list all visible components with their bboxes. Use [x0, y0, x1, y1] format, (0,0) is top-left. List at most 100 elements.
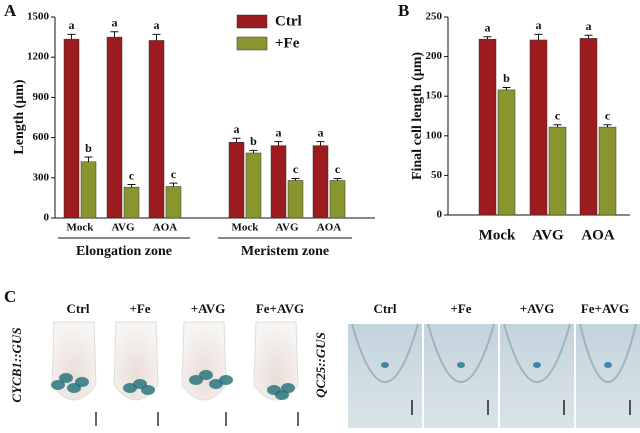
- gus-stain: [457, 362, 465, 368]
- bar: [478, 38, 497, 216]
- significance-letter: a: [234, 122, 240, 136]
- marker-label: QC25::GUS: [313, 332, 328, 398]
- column-label: Fe+AVG: [256, 301, 304, 316]
- error-bar: [584, 34, 593, 39]
- y-tick-label: 50: [431, 169, 443, 181]
- column-label: Ctrl: [66, 301, 89, 316]
- significance-letter: c: [171, 167, 177, 181]
- y-tick-label: 600: [33, 131, 50, 143]
- gus-stain: [189, 375, 203, 385]
- error-bar: [127, 184, 136, 188]
- significance-letter: a: [112, 15, 118, 29]
- panel-label: A: [4, 1, 17, 20]
- root-tip: [579, 323, 637, 383]
- column-label: +Fe: [450, 301, 471, 316]
- bar: [598, 126, 617, 216]
- error-bar: [603, 124, 612, 128]
- significance-letter: c: [555, 108, 561, 122]
- error-bar: [274, 141, 283, 146]
- legend-label: +Fe: [275, 35, 300, 51]
- y-tick-label: 300: [33, 171, 50, 183]
- significance-letter: a: [154, 18, 160, 32]
- legend-swatch: [236, 14, 268, 29]
- bar: [123, 186, 140, 219]
- significance-letter: b: [85, 141, 92, 155]
- bar: [312, 145, 329, 219]
- x-tick-label: Mock: [67, 222, 95, 234]
- x-tick-label: AOA: [153, 222, 178, 234]
- bar: [579, 38, 598, 216]
- error-bar: [67, 33, 76, 40]
- x-tick-label: AOA: [317, 222, 342, 234]
- significance-letter: a: [536, 18, 542, 32]
- error-bar: [553, 124, 562, 128]
- gus-stain: [533, 362, 541, 368]
- y-tick-label: 150: [426, 90, 443, 102]
- column-label: Ctrl: [373, 301, 396, 316]
- y-tick-label: 250: [426, 11, 443, 23]
- root: [253, 321, 299, 401]
- gus-stain: [219, 375, 233, 385]
- bar: [270, 145, 287, 219]
- y-tick-label: 0: [44, 212, 50, 224]
- gus-stain: [604, 362, 612, 368]
- y-axis-label: Length (μm): [12, 79, 27, 155]
- significance-letter: a: [276, 125, 282, 139]
- column-label: Fe+AVG: [581, 301, 629, 316]
- y-tick-label: 900: [33, 91, 50, 103]
- x-tick-label: Mock: [479, 227, 516, 243]
- y-tick-label: 200: [426, 50, 443, 62]
- significance-letter: a: [69, 18, 75, 32]
- error-bar: [152, 33, 161, 41]
- significance-letter: c: [335, 162, 341, 176]
- qc-image: [424, 324, 498, 428]
- gus-stain: [281, 383, 295, 393]
- error-bar: [249, 149, 258, 154]
- significance-letter: b: [250, 134, 257, 148]
- bar: [80, 161, 97, 219]
- y-tick-label: 1500: [27, 11, 50, 23]
- y-tick-label: 1200: [27, 51, 50, 63]
- error-bar: [502, 86, 511, 90]
- y-axis-label: Final cell length (μm): [410, 52, 425, 180]
- bar: [497, 89, 516, 216]
- micrographs: [51, 321, 640, 428]
- significance-letter: c: [293, 162, 299, 176]
- bar: [148, 40, 165, 219]
- bar: [245, 152, 262, 219]
- bar: [63, 38, 80, 219]
- qc-image: [348, 324, 422, 428]
- significance-letter: c: [605, 108, 611, 122]
- bar: [165, 186, 182, 219]
- root-tip: [351, 323, 419, 383]
- x-tick-label: AOA: [581, 227, 615, 243]
- y-tick-label: 100: [426, 129, 443, 141]
- gus-stain: [381, 362, 389, 368]
- error-bar: [110, 31, 119, 38]
- error-bar: [291, 177, 300, 181]
- significance-letter: a: [485, 21, 491, 35]
- bar: [228, 142, 245, 219]
- bar: [106, 36, 123, 219]
- gus-stain: [51, 380, 65, 390]
- significance-letter: a: [318, 125, 324, 139]
- y-tick-label: 0: [437, 209, 443, 221]
- significance-letter: a: [586, 19, 592, 33]
- gus-stain: [199, 370, 213, 380]
- gus-stain: [141, 385, 155, 395]
- group-label: Meristem zone: [241, 244, 329, 259]
- error-bar: [483, 36, 492, 40]
- root-tip: [503, 323, 571, 383]
- qc-image: [500, 324, 574, 428]
- x-tick-label: Mock: [232, 222, 260, 234]
- column-label: +Fe: [129, 301, 150, 316]
- gus-stain: [59, 373, 73, 383]
- error-bar: [316, 141, 325, 146]
- gus-stain: [75, 377, 89, 387]
- column-label: +AVG: [520, 301, 555, 316]
- bar: [287, 180, 304, 219]
- column-label: +AVG: [191, 301, 226, 316]
- significance-letter: c: [129, 168, 135, 182]
- legend-label: Ctrl: [275, 13, 302, 29]
